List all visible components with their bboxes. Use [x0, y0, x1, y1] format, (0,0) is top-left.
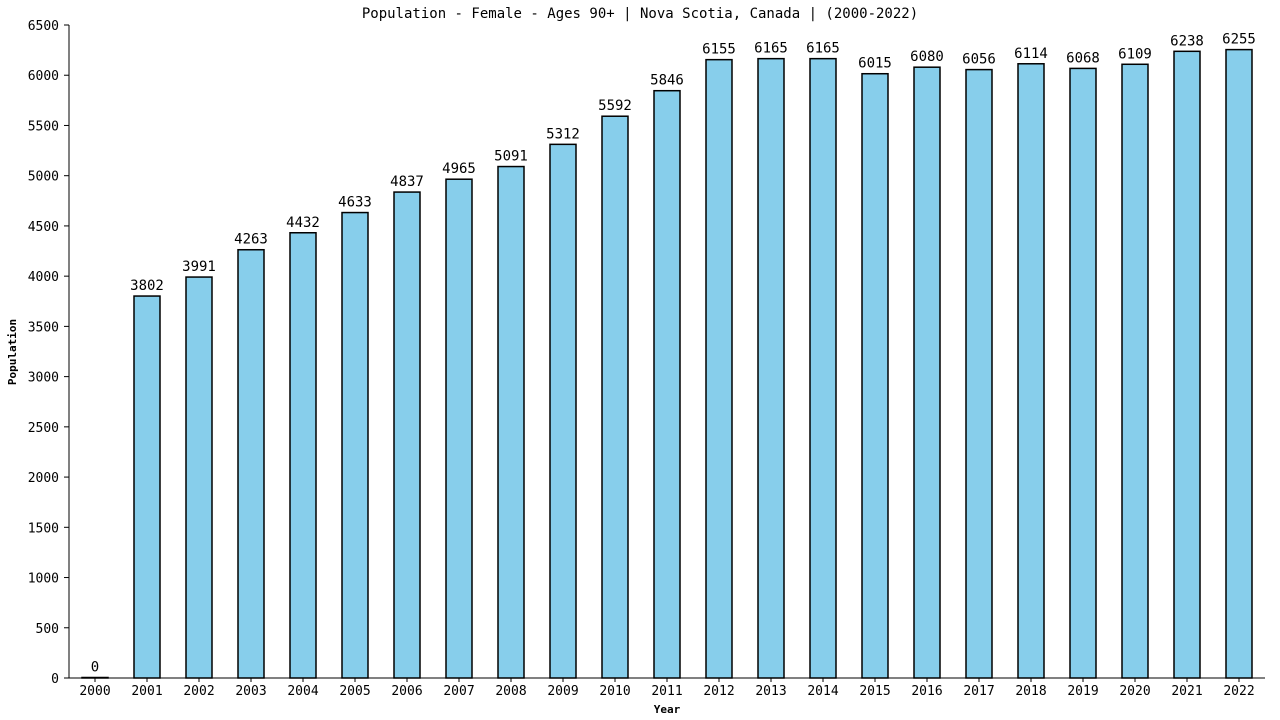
bar-2015 [861, 72, 889, 679]
x-tick-label-2001: 2001 [131, 684, 162, 699]
bar-2010 [601, 115, 629, 679]
y-tick-label-1000: 1000 [28, 572, 59, 587]
x-tick-label-2002: 2002 [183, 684, 214, 699]
y-axis-title: Population [6, 319, 19, 385]
data-label-2007: 4965 [442, 161, 476, 177]
x-tick-label-2008: 2008 [495, 684, 526, 699]
bar-2019 [1069, 67, 1097, 679]
data-label-2019: 6068 [1066, 50, 1100, 66]
data-label-2018: 6114 [1014, 46, 1048, 62]
data-label-2015: 6015 [858, 56, 892, 72]
data-label-2020: 6109 [1118, 46, 1152, 62]
y-tick-label-2000: 2000 [28, 471, 59, 486]
x-tick-label-2007: 2007 [443, 684, 474, 699]
x-ticks-group: 2000 2001 2002 2003 2004 2005 2006 2007 2008 2009… [79, 678, 1255, 699]
data-label-2008: 5091 [494, 149, 528, 165]
bar-2006 [393, 191, 421, 679]
bar-2008 [497, 165, 525, 679]
data-label-2017: 6056 [962, 52, 996, 68]
y-tick-label-3500: 3500 [28, 320, 59, 335]
x-tick-label-2012: 2012 [703, 684, 734, 699]
bar-2007 [445, 178, 473, 679]
x-tick-label-2022: 2022 [1223, 684, 1254, 699]
data-label-2010: 5592 [598, 98, 632, 114]
bar-2005 [341, 211, 369, 679]
bar-2003 [237, 248, 265, 679]
x-tick-label-2018: 2018 [1015, 684, 1046, 699]
data-label-2004: 4432 [286, 215, 320, 231]
bar-2002 [185, 276, 213, 679]
data-label-2011: 5846 [650, 73, 684, 89]
data-label-2000: 0 [91, 660, 99, 676]
bar-2004 [289, 232, 317, 679]
bar-2017 [965, 68, 993, 679]
y-tick-label-6500: 6500 [28, 19, 59, 34]
x-tick-label-2021: 2021 [1171, 684, 1202, 699]
x-tick-label-2005: 2005 [339, 684, 370, 699]
data-label-2006: 4837 [390, 174, 424, 190]
chart-title: Population - Female - Ages 90+ | Nova Sc… [362, 6, 918, 22]
data-label-2012: 6155 [702, 42, 736, 58]
y-tick-label-5500: 5500 [28, 119, 59, 134]
data-label-2016: 6080 [910, 49, 944, 65]
bar-2020 [1121, 63, 1149, 679]
data-label-2022: 6255 [1222, 32, 1256, 48]
data-label-2002: 3991 [182, 259, 216, 275]
y-tick-label-2500: 2500 [28, 421, 59, 436]
y-tick-label-0: 0 [51, 672, 59, 687]
bar-2012 [705, 58, 733, 679]
x-tick-label-2020: 2020 [1119, 684, 1150, 699]
x-tick-label-2014: 2014 [807, 684, 838, 699]
x-tick-label-2016: 2016 [911, 684, 942, 699]
x-tick-label-2006: 2006 [391, 684, 422, 699]
bar-2001 [133, 295, 161, 679]
x-tick-label-2019: 2019 [1067, 684, 1098, 699]
bar-2022 [1225, 48, 1253, 679]
x-tick-label-2003: 2003 [235, 684, 266, 699]
data-label-2003: 4263 [234, 232, 268, 248]
x-tick-label-2015: 2015 [859, 684, 890, 699]
y-tick-label-4000: 4000 [28, 270, 59, 285]
y-tick-label-500: 500 [36, 622, 59, 637]
x-tick-label-2011: 2011 [651, 684, 682, 699]
y-tick-label-5000: 5000 [28, 170, 59, 185]
data-label-2001: 3802 [130, 278, 164, 294]
y-tick-label-6000: 6000 [28, 69, 59, 84]
data-label-2009: 5312 [546, 126, 580, 142]
bar-2009 [549, 143, 577, 679]
data-label-2014: 6165 [806, 41, 840, 57]
bar-2011 [653, 89, 681, 679]
data-label-2013: 6165 [754, 41, 788, 57]
y-ticks-group: 0 500 1000 1500 2000 2500 3000 3500 4000 4500 5000… [28, 19, 69, 687]
data-labels-group: 0 3802 3991 4263 4432 4633 4837 4965 5091 5312 559… [91, 32, 1256, 676]
bar-2021 [1173, 50, 1201, 679]
bar-2014 [809, 57, 837, 679]
x-axis-title: Year [654, 703, 681, 716]
y-tick-label-4500: 4500 [28, 220, 59, 235]
x-tick-label-2017: 2017 [963, 684, 994, 699]
x-tick-label-2009: 2009 [547, 684, 578, 699]
bar-2018 [1017, 63, 1045, 679]
bars-group [81, 48, 1253, 679]
bar-2016 [913, 66, 941, 679]
x-tick-label-2004: 2004 [287, 684, 318, 699]
x-tick-label-2010: 2010 [599, 684, 630, 699]
data-label-2005: 4633 [338, 195, 372, 211]
bar-2013 [757, 57, 785, 679]
x-tick-label-2013: 2013 [755, 684, 786, 699]
data-label-2021: 6238 [1170, 33, 1204, 49]
x-tick-label-2000: 2000 [79, 684, 110, 699]
y-tick-label-1500: 1500 [28, 521, 59, 536]
y-tick-label-3000: 3000 [28, 371, 59, 386]
